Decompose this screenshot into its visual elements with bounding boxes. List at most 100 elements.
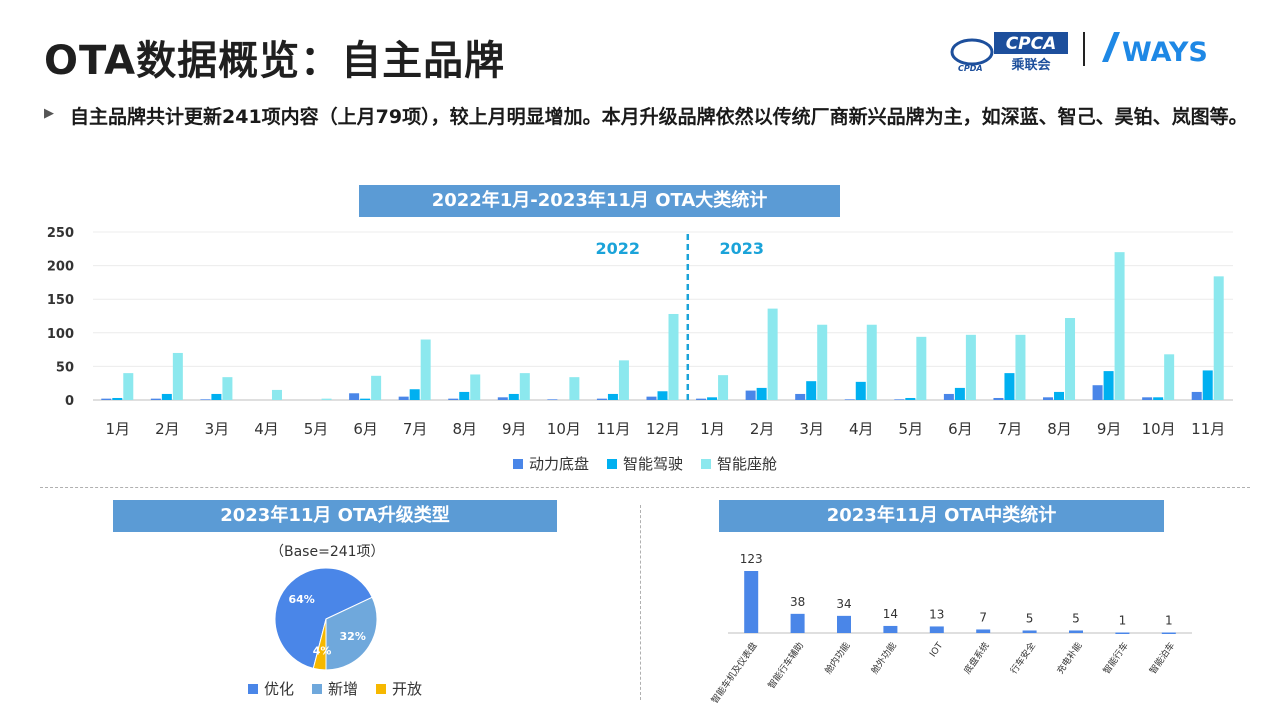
x-tick-label: 2月 — [155, 420, 180, 438]
bar-chassis — [150, 398, 161, 400]
bar-chassis — [745, 390, 756, 400]
x-tick-label: 9月 — [502, 420, 527, 438]
legend-label-adas: 智能驾驶 — [623, 455, 684, 473]
category-value-label: 5 — [1026, 611, 1034, 625]
category-bar — [1161, 632, 1176, 634]
category-value-label: 14 — [883, 607, 898, 621]
y-tick-label: 150 — [47, 293, 74, 308]
pie-slice-open — [312, 618, 327, 671]
category-chart-title: 2023年11月 OTA中类统计 — [719, 500, 1164, 532]
x-tick-label: 4月 — [849, 420, 874, 438]
bar-chassis — [894, 399, 905, 400]
bar-chassis — [943, 393, 954, 400]
pie-slice-new — [325, 596, 378, 671]
legend-swatch-adas — [607, 458, 618, 469]
logo-area: CPDA CPCA 乘联会 WAYS — [950, 26, 1230, 76]
bar-adas — [409, 389, 420, 400]
pie-legend-swatch-optimize — [248, 683, 258, 694]
category-tick-label: 智能行车 — [1100, 640, 1130, 676]
bar-cockpit — [172, 352, 183, 400]
bar-chassis — [497, 397, 508, 400]
x-tick-label: 3月 — [205, 420, 230, 438]
bar-chassis — [646, 396, 657, 400]
x-tick-label: 1月 — [106, 420, 131, 438]
legend-label-cockpit: 智能座舱 — [717, 455, 778, 473]
pie-legend-item-new: 新增 — [312, 678, 358, 699]
summary-text: 自主品牌共计更新241项内容（上月79项），较上月明显增加。本月升级品牌依然以传… — [70, 106, 1248, 128]
bar-cockpit — [1213, 276, 1224, 400]
bar-cockpit — [965, 334, 976, 400]
bar-chassis — [1142, 397, 1153, 400]
monthly-ota-bar-chart: 0 50 100 150 200 250 1月 2月 3月 4月 5月 6月 7月 8月 9月 10月 11月 1… — [47, 226, 1233, 438]
cpca-text: CPCA — [1006, 34, 1057, 54]
pie-legend: 优化 新增 开放 — [248, 678, 422, 699]
category-tick-label: IOT — [928, 641, 945, 660]
bar-adas — [607, 393, 618, 400]
cpca-emblem-icon — [950, 38, 994, 66]
x-tick-label: 12月 — [646, 420, 680, 438]
bar-adas — [707, 397, 718, 400]
bar-cockpit — [767, 308, 778, 400]
bar-cockpit — [866, 324, 877, 400]
bar-adas — [806, 381, 817, 400]
category-value-label: 5 — [1072, 611, 1080, 625]
bar-adas — [360, 398, 371, 400]
bar-chassis — [993, 397, 1004, 400]
bar-adas — [459, 391, 470, 400]
category-value-label: 38 — [790, 595, 805, 609]
category-bar — [976, 629, 991, 633]
bar-chassis — [596, 398, 607, 400]
x-tick-label: 5月 — [899, 420, 924, 438]
bar-chassis — [1092, 385, 1103, 400]
bar-cockpit — [1164, 354, 1175, 400]
x-tick-label: 7月 — [403, 420, 428, 438]
category-bar — [1022, 630, 1037, 633]
x-tick-label: 8月 — [452, 420, 477, 438]
pie-legend-label-open: 开放 — [392, 680, 423, 698]
category-bar — [929, 626, 944, 633]
cpca-box — [994, 32, 1068, 54]
x-tick-label: 11月 — [1191, 420, 1225, 438]
bar-cockpit — [1114, 252, 1125, 400]
pie-legend-swatch-new — [312, 683, 323, 694]
section-divider-vertical — [640, 505, 641, 700]
page-title: OTA数据概览：自主品牌 — [44, 38, 506, 84]
pie-legend-item-open: 开放 — [376, 678, 422, 699]
y-tick-label: 50 — [56, 360, 74, 375]
category-value-label: 34 — [836, 597, 851, 611]
x-tick-label: 10月 — [1142, 420, 1176, 438]
main-chart-title: 2022年1月-2023年11月 OTA大类统计 — [359, 185, 840, 217]
ways-emblem-icon — [1102, 32, 1120, 62]
legend-swatch-cockpit — [701, 458, 712, 469]
category-bar — [1115, 632, 1130, 634]
category-tick-label: 智能泊车 — [1147, 640, 1177, 676]
x-tick-label: 2月 — [750, 420, 775, 438]
pie-legend-swatch-open — [376, 683, 387, 694]
bar-chassis — [448, 398, 459, 400]
x-tick-label: 4月 — [254, 420, 279, 438]
bar-chassis — [101, 398, 112, 400]
x-tick-label: 6月 — [353, 420, 378, 438]
bar-cockpit — [1015, 334, 1026, 400]
bar-cockpit — [668, 313, 679, 400]
category-value-label: 7 — [979, 610, 987, 624]
cpca-logo: CPDA CPCA 乘联会 WAYS — [950, 32, 1208, 73]
category-value-label: 13 — [929, 607, 944, 621]
bar-cockpit — [519, 373, 530, 400]
pie-legend-item-optimize: 优化 — [248, 678, 294, 699]
bar-chassis — [696, 398, 707, 400]
x-tick-label: 10月 — [547, 420, 581, 438]
legend-item-chassis: 动力底盘 — [513, 453, 589, 474]
bar-cockpit — [916, 336, 927, 400]
bar-adas — [1103, 371, 1114, 400]
category-tick-label: 智能行车辅助 — [765, 640, 806, 691]
bar-cockpit — [222, 377, 233, 400]
bar-adas — [211, 393, 222, 400]
x-tick-label: 11月 — [596, 420, 630, 438]
category-bar — [1069, 630, 1083, 633]
bar-cockpit — [371, 375, 382, 400]
x-tick-label: 6月 — [948, 420, 973, 438]
legend-label-chassis: 动力底盘 — [529, 455, 590, 473]
bar-cockpit — [1065, 318, 1076, 400]
bar-adas — [1153, 397, 1164, 400]
